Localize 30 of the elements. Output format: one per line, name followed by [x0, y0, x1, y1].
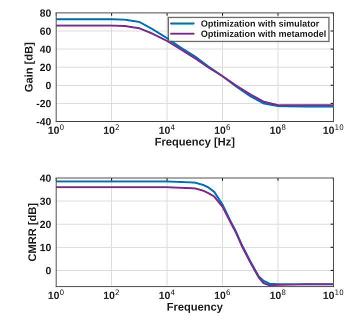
- y-tick-label: 30: [40, 198, 51, 205]
- y-tick-label: 10: [40, 244, 51, 252]
- x-tick-label: 10$^{10}$: [323, 124, 344, 134]
- x-tick-label: 10$^{0}$: [48, 290, 64, 300]
- y-tick-label: 40: [40, 174, 51, 182]
- x-tick-label: 10$^{6}$: [214, 124, 230, 134]
- x-tick-label: 10$^{4}$: [159, 124, 175, 134]
- x-tick-label: 10$^{0}$: [48, 124, 64, 134]
- y-axis-title: CMRR [dB]: [28, 204, 38, 262]
- y-tick-label: 0: [46, 266, 51, 274]
- x-tick-label: 10$^{6}$: [214, 290, 230, 300]
- y-axis-title: Gain [dB]: [24, 42, 35, 92]
- x-tick-label: 10$^{8}$: [270, 124, 286, 134]
- legend-label: Optimization with metamodel: [201, 30, 326, 39]
- y-tick-label: 20: [40, 64, 51, 72]
- y-tick-label: 0: [46, 82, 51, 90]
- x-axis-title: Frequency: [167, 302, 223, 313]
- y-tick-label: -20: [36, 100, 51, 108]
- y-tick-label: 20: [40, 220, 51, 228]
- x-tick-label: 10$^{10}$: [323, 290, 344, 300]
- x-axis-title: Frequency [Hz]: [155, 137, 234, 148]
- x-tick-label: 10$^{2}$: [104, 124, 119, 134]
- x-tick-label: 10$^{8}$: [270, 290, 286, 300]
- legend-label: Optimization with simulator: [201, 20, 320, 29]
- y-tick-label: 80: [40, 9, 51, 17]
- y-tick-label: -40: [36, 118, 51, 126]
- y-tick-label: 40: [40, 46, 51, 53]
- y-tick-label: 60: [40, 27, 51, 35]
- x-tick-label: 10$^{4}$: [159, 290, 175, 300]
- x-tick-label: 10$^{2}$: [104, 290, 119, 300]
